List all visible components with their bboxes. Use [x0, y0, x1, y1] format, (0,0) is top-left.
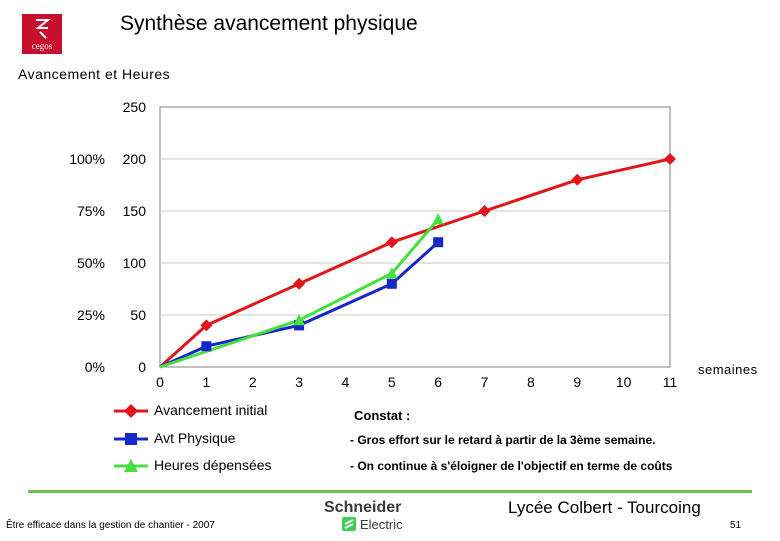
data-point	[294, 320, 305, 331]
y-tick-label: 50	[130, 307, 146, 323]
data-point	[293, 277, 306, 290]
footer-divider	[28, 490, 752, 493]
x-axis-unit: semaines	[698, 362, 758, 377]
school-name: Lycée Colbert - Tourcoing	[508, 498, 701, 517]
data-point	[664, 153, 676, 165]
data-point	[124, 404, 138, 418]
data-point	[201, 341, 212, 352]
y2-tick-label: 0%	[85, 359, 105, 375]
x-tick-label: 7	[481, 374, 489, 390]
x-tick-label: 3	[295, 374, 303, 390]
data-point	[571, 173, 584, 186]
data-point	[293, 314, 306, 326]
data-point	[200, 319, 213, 332]
x-tick-label: 11	[663, 374, 678, 390]
cegos-logo-text: cegos	[31, 41, 53, 51]
page-title: Synthèse avancement physique	[120, 12, 418, 35]
data-point	[385, 267, 398, 279]
data-point	[432, 213, 445, 225]
y2-tick-label: 25%	[77, 307, 105, 323]
x-tick-label: 4	[342, 374, 350, 390]
x-tick-label: 10	[616, 374, 632, 390]
data-point	[385, 236, 398, 249]
data-point	[124, 459, 138, 472]
svg-text:Schneider: Schneider	[324, 499, 401, 516]
x-tick-label: 0	[156, 374, 164, 390]
course-name: Être efficace dans la gestion de chantie…	[6, 520, 215, 531]
y-tick-label: 200	[123, 151, 147, 167]
x-tick-label: 9	[573, 374, 581, 390]
cegos-mark-icon	[35, 19, 51, 39]
legend-label: Avancement initial	[154, 402, 268, 418]
y-tick-label: 0	[138, 359, 146, 375]
data-point	[386, 278, 397, 289]
data-point	[478, 205, 491, 217]
y-tick-label: 250	[123, 99, 147, 115]
page-number: 51	[730, 520, 742, 531]
x-tick-label: 6	[434, 374, 442, 390]
svg-text:Electric: Electric	[360, 517, 403, 532]
plot-area	[159, 106, 671, 368]
y-tick-label: 150	[123, 203, 147, 219]
y2-tick-label: 50%	[77, 255, 105, 271]
constat-line: - On continue à s'éloigner de l'objectif…	[350, 459, 673, 473]
schneider-electric-logo: Schneider Electric	[322, 496, 422, 536]
cegos-logo: cegos	[22, 14, 62, 54]
constat-line: - Gros effort sur le retard à partir de …	[350, 433, 656, 447]
x-tick-label: 5	[388, 374, 396, 390]
legend-label: Heures dépensées	[154, 457, 272, 473]
chart-title: Avancement et Heures	[18, 66, 171, 82]
constat-title: Constat :	[354, 408, 411, 423]
series-line	[159, 218, 440, 369]
x-tick-label: 2	[249, 374, 257, 390]
x-tick-label: 1	[202, 374, 210, 390]
data-point	[125, 433, 137, 445]
legend-label: Avt Physique	[154, 430, 236, 446]
y2-tick-label: 75%	[77, 203, 105, 219]
x-tick-label: 8	[527, 374, 535, 390]
y-tick-label: 100	[123, 255, 147, 271]
y2-tick-label: 100%	[69, 151, 105, 167]
data-point	[433, 237, 444, 248]
